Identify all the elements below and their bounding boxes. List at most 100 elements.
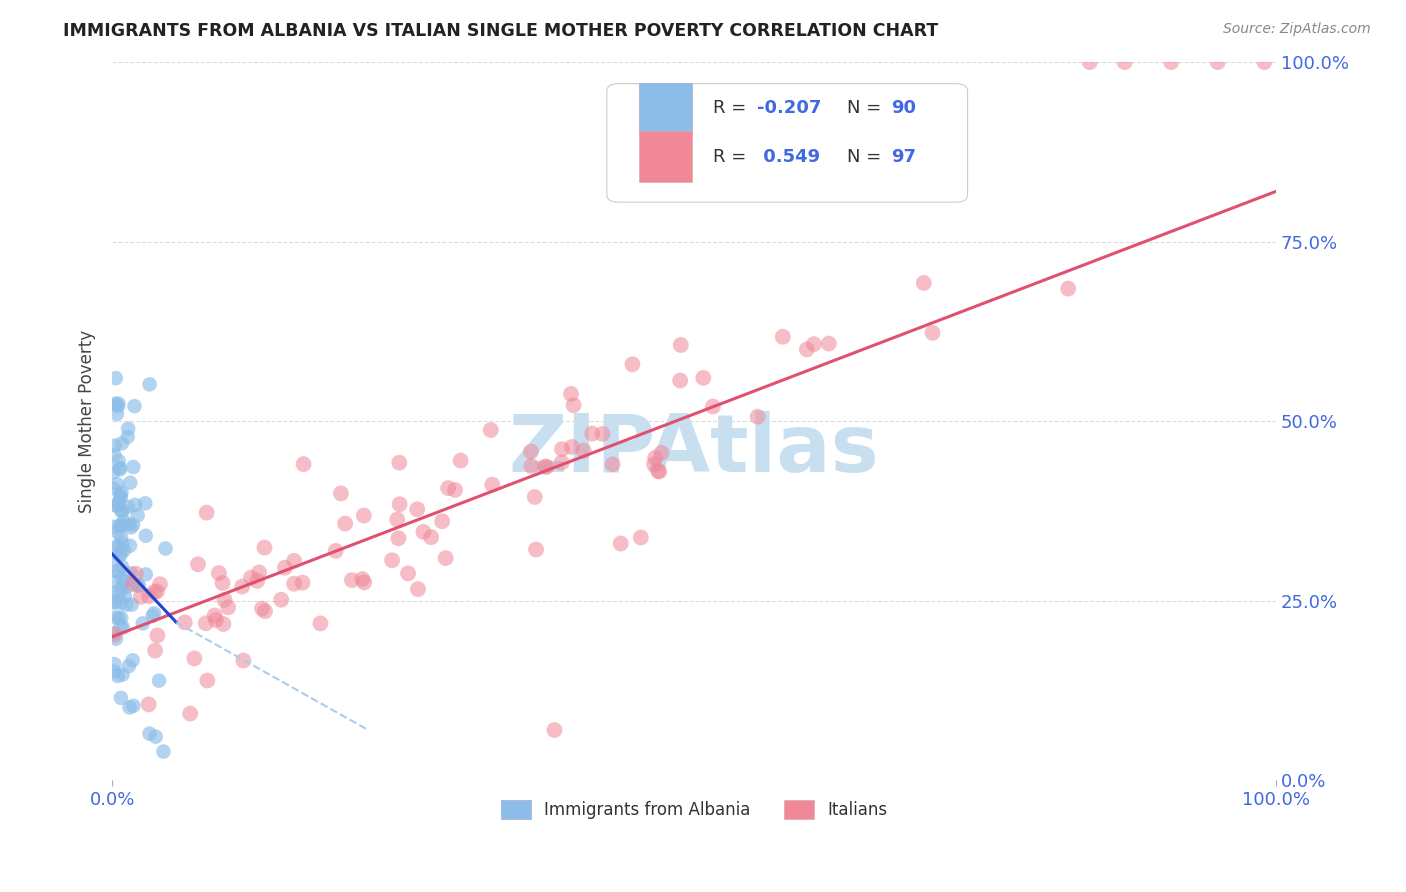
Point [107, 565, 129, 579]
Point [110, 485, 132, 500]
Point [104, 438, 127, 452]
Point [551, 442, 574, 456]
Point [111, 537, 134, 551]
Point [1160, 55, 1182, 70]
Point [117, 517, 139, 532]
Point [104, 632, 127, 646]
Point [112, 621, 135, 635]
Point [105, 575, 128, 590]
Point [135, 567, 157, 582]
Point [118, 659, 141, 673]
Point [138, 589, 160, 603]
Point [232, 653, 254, 667]
Point [353, 508, 375, 523]
Bar [640, 83, 692, 134]
Point [1253, 55, 1275, 70]
Text: R =: R = [713, 147, 752, 166]
Point [152, 745, 174, 759]
Point [381, 553, 404, 567]
Point [420, 530, 443, 544]
Point [110, 547, 132, 561]
Text: -0.207: -0.207 [756, 100, 821, 118]
Point [253, 604, 276, 618]
Point [107, 525, 129, 540]
Point [292, 457, 315, 471]
Point [630, 531, 652, 545]
Point [621, 357, 644, 371]
Point [647, 464, 669, 478]
Point [103, 596, 125, 610]
Point [437, 481, 460, 495]
Point [155, 541, 177, 556]
Point [103, 481, 125, 495]
Point [103, 520, 125, 534]
Point [114, 574, 136, 588]
Point [520, 459, 543, 474]
Point [146, 584, 169, 599]
Point [129, 590, 152, 604]
Point [124, 498, 146, 512]
Point [117, 430, 139, 444]
Point [430, 514, 453, 528]
Point [120, 520, 142, 534]
Point [112, 543, 135, 558]
Point [149, 577, 172, 591]
Text: 90: 90 [891, 100, 915, 118]
Point [250, 601, 273, 615]
Point [208, 566, 231, 580]
Point [179, 706, 201, 721]
Point [581, 426, 603, 441]
Point [194, 616, 217, 631]
Point [747, 409, 769, 424]
Point [115, 580, 138, 594]
Point [138, 726, 160, 740]
Point [104, 610, 127, 624]
Point [592, 426, 614, 441]
Point [543, 723, 565, 737]
Point [148, 673, 170, 688]
Point [817, 336, 839, 351]
Point [270, 592, 292, 607]
Point [1057, 282, 1080, 296]
Point [118, 700, 141, 714]
Point [283, 576, 305, 591]
Text: N =: N = [846, 147, 887, 166]
Point [352, 572, 374, 586]
Point [124, 399, 146, 413]
Point [117, 500, 139, 514]
Point [143, 643, 166, 657]
Point [110, 619, 132, 633]
Point [105, 407, 128, 421]
Point [108, 496, 131, 510]
Point [112, 514, 135, 528]
Point [122, 698, 145, 713]
Point [406, 502, 429, 516]
Point [444, 483, 467, 497]
Point [329, 486, 352, 500]
Point [103, 627, 125, 641]
Point [120, 566, 142, 581]
Point [104, 498, 127, 512]
Point [253, 541, 276, 555]
Point [103, 448, 125, 462]
Point [803, 337, 825, 351]
Point [142, 608, 165, 623]
Point [520, 444, 543, 458]
Point [111, 667, 134, 681]
Legend: Immigrants from Albania, Italians: Immigrants from Albania, Italians [494, 793, 894, 826]
Point [105, 564, 128, 578]
Text: 0.549: 0.549 [756, 147, 820, 166]
Point [111, 504, 134, 518]
Point [103, 657, 125, 671]
Point [143, 607, 166, 621]
Point [135, 529, 157, 543]
Text: ZIPAtlas: ZIPAtlas [509, 411, 880, 489]
Point [104, 594, 127, 608]
Point [669, 374, 692, 388]
Point [105, 541, 128, 555]
Point [231, 580, 253, 594]
Point [127, 578, 149, 592]
Point [108, 461, 131, 475]
Point [204, 608, 226, 623]
Point [772, 330, 794, 344]
